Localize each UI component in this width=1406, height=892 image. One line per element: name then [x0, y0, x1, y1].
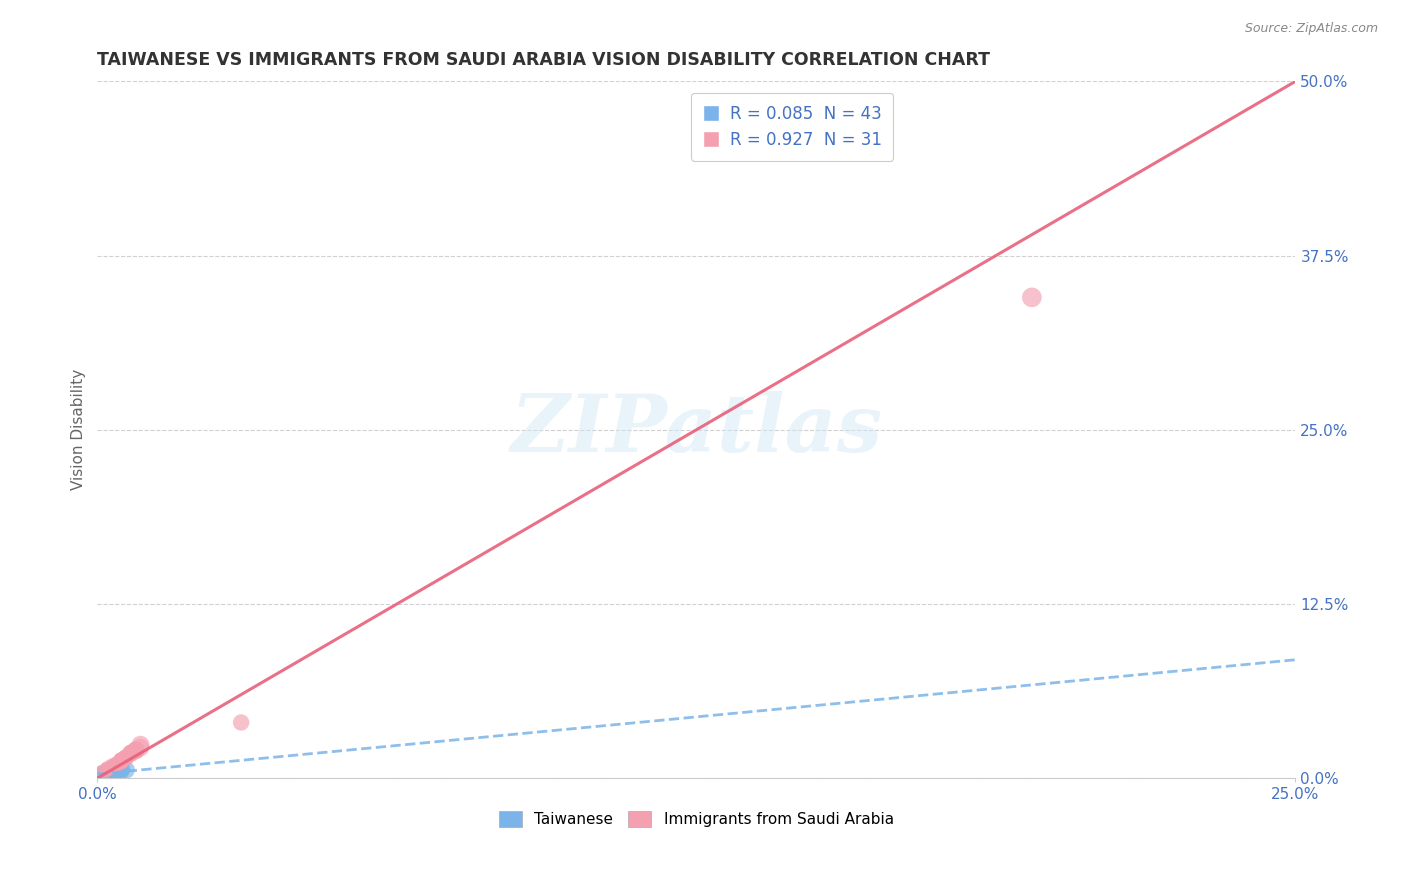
- Point: [100, 760, 122, 774]
- Point: [105, 757, 128, 772]
- Point: [129, 738, 152, 752]
- Point: [105, 763, 128, 777]
- Point: [96, 765, 118, 780]
- Point: [96, 765, 118, 780]
- Point: [91, 767, 114, 781]
- Point: [91, 767, 114, 781]
- Point: [91, 767, 114, 781]
- Point: [229, 715, 252, 730]
- Point: [96, 762, 118, 776]
- Point: [110, 763, 132, 777]
- Point: [110, 753, 132, 767]
- Point: [91, 764, 114, 779]
- Text: TAIWANESE VS IMMIGRANTS FROM SAUDI ARABIA VISION DISABILITY CORRELATION CHART: TAIWANESE VS IMMIGRANTS FROM SAUDI ARABI…: [97, 51, 990, 69]
- Point: [110, 755, 132, 769]
- Point: [110, 762, 132, 776]
- Point: [120, 746, 142, 760]
- Point: [100, 764, 122, 779]
- Point: [91, 767, 114, 781]
- Point: [96, 765, 118, 780]
- Point: [105, 764, 128, 779]
- Point: [96, 764, 118, 779]
- Point: [100, 763, 122, 777]
- Text: ZIPatlas: ZIPatlas: [510, 391, 883, 468]
- Point: [100, 764, 122, 779]
- Point: [91, 767, 114, 781]
- Point: [1021, 290, 1043, 304]
- Point: [96, 764, 118, 779]
- Point: [129, 740, 152, 755]
- Point: [115, 750, 138, 764]
- Point: [100, 762, 122, 776]
- Point: [100, 758, 122, 772]
- Point: [115, 750, 138, 764]
- Point: [96, 765, 118, 780]
- Point: [96, 765, 118, 780]
- Point: [105, 762, 128, 776]
- Point: [105, 762, 128, 776]
- Point: [100, 763, 122, 777]
- Point: [125, 743, 148, 757]
- Point: [100, 765, 122, 780]
- Point: [105, 757, 128, 772]
- Point: [115, 763, 138, 777]
- Point: [105, 763, 128, 777]
- Point: [96, 765, 118, 780]
- Point: [100, 763, 122, 777]
- Point: [105, 760, 128, 774]
- Point: [125, 743, 148, 757]
- Point: [96, 765, 118, 780]
- Point: [115, 750, 138, 764]
- Y-axis label: Vision Disability: Vision Disability: [72, 369, 86, 491]
- Point: [105, 764, 128, 779]
- Point: [91, 765, 114, 780]
- Point: [105, 757, 128, 772]
- Point: [120, 746, 142, 760]
- Point: [100, 764, 122, 779]
- Point: [125, 743, 148, 757]
- Point: [110, 755, 132, 769]
- Point: [91, 767, 114, 781]
- Legend: Taiwanese, Immigrants from Saudi Arabia: Taiwanese, Immigrants from Saudi Arabia: [494, 805, 900, 833]
- Text: Source: ZipAtlas.com: Source: ZipAtlas.com: [1244, 22, 1378, 36]
- Point: [96, 767, 118, 781]
- Point: [100, 763, 122, 777]
- Point: [100, 763, 122, 777]
- Point: [96, 763, 118, 777]
- Point: [110, 753, 132, 767]
- Point: [105, 757, 128, 772]
- Point: [96, 762, 118, 776]
- Point: [120, 746, 142, 760]
- Point: [100, 764, 122, 779]
- Point: [96, 763, 118, 777]
- Point: [110, 755, 132, 769]
- Point: [110, 753, 132, 767]
- Point: [96, 765, 118, 780]
- Point: [96, 765, 118, 780]
- Point: [110, 764, 132, 779]
- Point: [96, 764, 118, 779]
- Point: [105, 763, 128, 777]
- Point: [96, 765, 118, 780]
